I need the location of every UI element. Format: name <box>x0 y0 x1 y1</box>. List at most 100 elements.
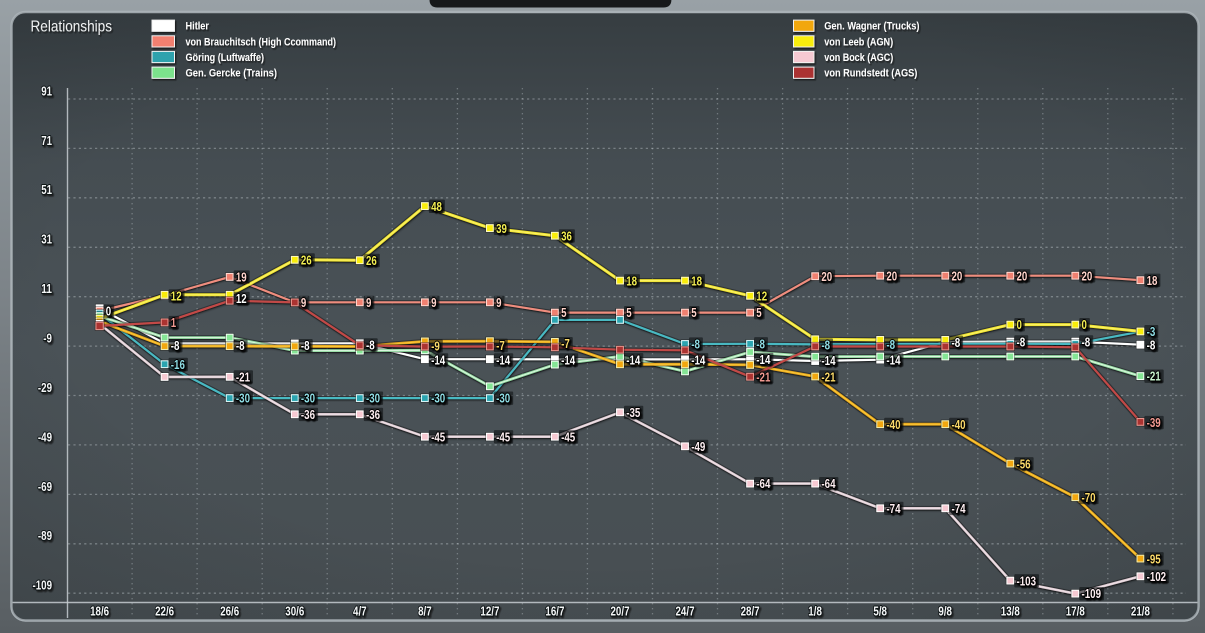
svg-text:-103: -103 <box>1017 574 1037 588</box>
svg-text:Gen. Wagner (Trucks): Gen. Wagner (Trucks) <box>824 21 920 33</box>
svg-text:13/8: 13/8 <box>1001 605 1020 619</box>
svg-text:18: 18 <box>691 274 702 288</box>
svg-text:-95: -95 <box>1147 552 1161 566</box>
svg-text:-30: -30 <box>496 392 510 406</box>
svg-text:20/7: 20/7 <box>611 605 630 619</box>
svg-text:-7: -7 <box>496 339 505 353</box>
svg-text:0: 0 <box>1017 318 1022 332</box>
svg-text:-30: -30 <box>366 392 380 406</box>
svg-text:-21: -21 <box>821 371 835 385</box>
svg-text:1/8: 1/8 <box>808 605 822 619</box>
svg-text:-8: -8 <box>886 338 895 352</box>
svg-text:-8: -8 <box>1017 335 1026 349</box>
svg-text:18: 18 <box>1147 274 1158 288</box>
svg-text:26: 26 <box>366 254 377 268</box>
svg-text:-109: -109 <box>1082 587 1102 601</box>
svg-text:-35: -35 <box>626 406 640 420</box>
svg-text:9: 9 <box>496 296 501 310</box>
svg-text:-8: -8 <box>301 339 310 353</box>
svg-text:20: 20 <box>821 270 832 284</box>
svg-text:-14: -14 <box>626 353 640 367</box>
svg-text:12: 12 <box>171 289 182 303</box>
svg-text:-8: -8 <box>691 338 700 352</box>
svg-text:-14: -14 <box>561 354 575 368</box>
svg-text:-40: -40 <box>886 418 900 432</box>
svg-text:18/6: 18/6 <box>90 605 109 619</box>
svg-text:-3: -3 <box>1147 325 1156 339</box>
svg-text:-14: -14 <box>431 354 445 368</box>
svg-text:9: 9 <box>366 296 371 310</box>
svg-text:-8: -8 <box>236 339 245 353</box>
svg-text:9: 9 <box>431 296 436 310</box>
svg-text:0: 0 <box>1082 318 1087 332</box>
svg-text:von Bock (AGC): von Bock (AGC) <box>824 52 893 64</box>
svg-text:-14: -14 <box>756 353 770 367</box>
svg-text:-36: -36 <box>366 408 380 422</box>
svg-text:12/7: 12/7 <box>480 605 499 619</box>
svg-text:71: 71 <box>41 134 52 148</box>
svg-text:-45: -45 <box>496 430 510 444</box>
svg-text:-8: -8 <box>1147 339 1156 353</box>
svg-text:18: 18 <box>626 274 637 288</box>
svg-text:8/7: 8/7 <box>418 605 432 619</box>
svg-text:-45: -45 <box>561 430 575 444</box>
svg-text:20: 20 <box>1017 269 1028 283</box>
svg-text:-14: -14 <box>886 354 900 368</box>
svg-text:von Rundstedt (AGS): von Rundstedt (AGS) <box>824 68 918 80</box>
svg-text:24/7: 24/7 <box>676 605 695 619</box>
svg-text:-30: -30 <box>236 392 250 406</box>
svg-text:0: 0 <box>106 305 111 319</box>
svg-text:17/8: 17/8 <box>1066 605 1085 619</box>
svg-text:20: 20 <box>952 269 963 283</box>
svg-text:-70: -70 <box>1082 491 1096 505</box>
svg-text:5: 5 <box>561 306 566 320</box>
svg-text:12: 12 <box>756 290 767 304</box>
svg-text:-8: -8 <box>171 339 180 353</box>
svg-text:-9: -9 <box>43 332 52 346</box>
svg-text:-9: -9 <box>431 339 440 353</box>
svg-text:von Brauchitsch (High Ccommand: von Brauchitsch (High Ccommand) <box>186 36 337 48</box>
svg-text:-21: -21 <box>1147 370 1161 384</box>
svg-text:-109: -109 <box>33 579 53 593</box>
svg-text:9: 9 <box>301 296 306 310</box>
svg-text:11: 11 <box>41 282 52 296</box>
svg-text:4/7: 4/7 <box>353 605 367 619</box>
svg-text:-29: -29 <box>38 381 52 395</box>
svg-text:-8: -8 <box>821 339 830 353</box>
svg-text:-16: -16 <box>171 358 185 372</box>
svg-text:-21: -21 <box>756 370 770 384</box>
svg-text:-14: -14 <box>821 354 835 368</box>
svg-text:Gen. Gercke (Trains): Gen. Gercke (Trains) <box>186 68 278 80</box>
svg-text:-74: -74 <box>886 502 900 516</box>
svg-text:28/7: 28/7 <box>741 605 760 619</box>
svg-text:36: 36 <box>561 229 572 243</box>
svg-text:12: 12 <box>236 292 247 306</box>
svg-text:19: 19 <box>236 271 247 285</box>
svg-text:5: 5 <box>691 306 696 320</box>
svg-text:Hitler: Hitler <box>186 21 210 33</box>
svg-text:-102: -102 <box>1147 570 1167 584</box>
svg-text:-89: -89 <box>38 529 52 543</box>
svg-text:39: 39 <box>496 222 507 236</box>
svg-text:-21: -21 <box>236 370 250 384</box>
svg-text:48: 48 <box>431 200 442 214</box>
svg-text:20: 20 <box>886 269 897 283</box>
svg-text:-7: -7 <box>561 337 570 351</box>
svg-text:51: 51 <box>41 183 52 197</box>
svg-text:-40: -40 <box>952 418 966 432</box>
svg-text:Relationships: Relationships <box>31 19 113 36</box>
svg-text:-56: -56 <box>1017 457 1031 471</box>
svg-text:-39: -39 <box>1147 416 1161 430</box>
svg-text:16/7: 16/7 <box>545 605 564 619</box>
svg-text:21/8: 21/8 <box>1131 605 1150 619</box>
svg-text:-36: -36 <box>301 408 315 422</box>
svg-text:5: 5 <box>756 306 761 320</box>
svg-text:-64: -64 <box>821 477 835 491</box>
svg-text:30/6: 30/6 <box>285 605 304 619</box>
svg-text:-8: -8 <box>756 337 765 351</box>
svg-text:-64: -64 <box>756 477 770 491</box>
svg-text:-8: -8 <box>952 336 961 350</box>
svg-text:-69: -69 <box>38 480 52 494</box>
svg-text:91: 91 <box>41 84 52 98</box>
svg-text:-45: -45 <box>431 430 445 444</box>
